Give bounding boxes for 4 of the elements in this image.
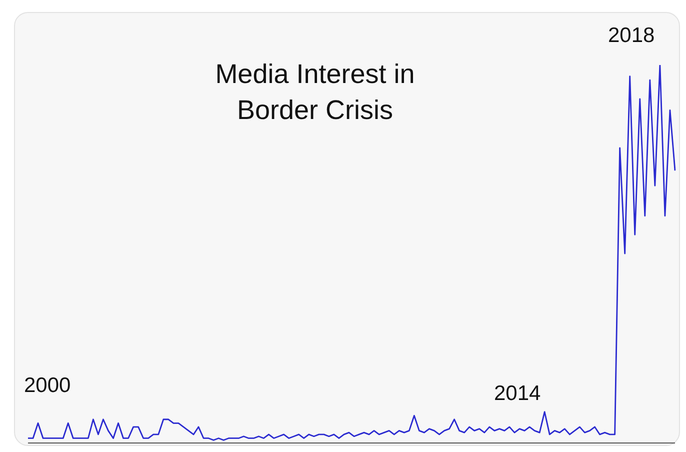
annotation: 2000 — [24, 374, 71, 398]
annotation: 2014 — [494, 382, 541, 406]
text: 2018 — [608, 24, 655, 48]
chart-title: Media Interest in Border Crisis — [214, 58, 416, 127]
